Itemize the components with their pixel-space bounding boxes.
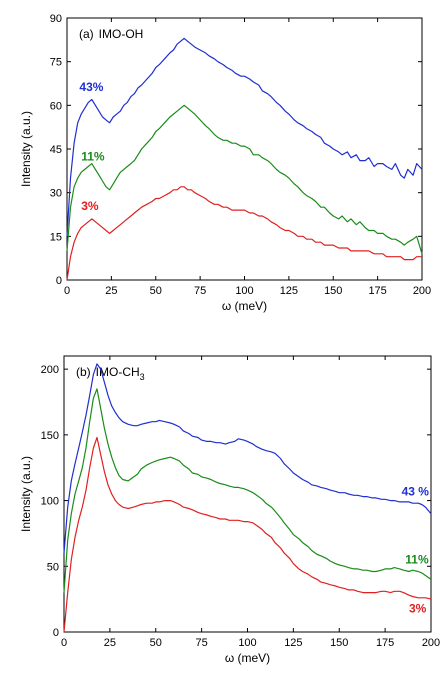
y-tick-label-0-6: 90 <box>50 13 62 25</box>
y-axis-label-1: Intensity (a.u.) <box>19 456 33 532</box>
series-label-1-1: 11% <box>405 553 429 567</box>
panel-title-0: (a) IMO-OH <box>79 27 143 41</box>
series-label-0-0: 43% <box>79 80 103 94</box>
series-line-1-2 <box>63 436 432 633</box>
series-label-1-0: 43 % <box>402 484 430 498</box>
panel-title-1: (b) IMO-CH3 <box>76 365 145 382</box>
y-tick-label-0-0: 0 <box>56 275 62 287</box>
series-label-0-1: 11% <box>81 150 105 164</box>
x-tick-label-0-5: 125 <box>280 285 298 297</box>
series-line-0-1 <box>66 104 423 254</box>
panel-name-subscript-1: 3 <box>140 372 145 382</box>
y-tick-label-0-3: 45 <box>50 144 62 156</box>
y-tick-label-0-2: 30 <box>50 188 62 200</box>
x-tick-label-1-6: 150 <box>330 637 348 649</box>
y-axis-label-0: Intensity (a.u.) <box>19 111 33 187</box>
y-tick-label-0-5: 75 <box>50 57 62 69</box>
y-tick-label-0-4: 60 <box>50 100 62 112</box>
series-line-0-2 <box>66 186 422 281</box>
x-tick-label-0-2: 50 <box>150 285 162 297</box>
series-label-1-2: 3% <box>409 601 427 615</box>
x-tick-label-0-7: 175 <box>368 285 386 297</box>
panel-name-0: IMO-OH <box>99 27 144 41</box>
plot-frame-0 <box>66 17 423 281</box>
panel-label-0: (a) <box>79 27 94 41</box>
x-tick-label-0-3: 75 <box>194 285 206 297</box>
y-tick-label-0-1: 15 <box>50 231 62 243</box>
x-tick-label-1-0: 0 <box>61 637 67 649</box>
x-tick-label-1-3: 75 <box>196 637 208 649</box>
series-line-0-0 <box>66 37 423 237</box>
x-tick-label-0-1: 25 <box>105 285 117 297</box>
series-line-1-1 <box>63 388 432 593</box>
x-axis-label-1: ω (meV) <box>225 651 270 665</box>
x-tick-label-0-4: 100 <box>235 285 253 297</box>
x-tick-label-0-6: 150 <box>324 285 342 297</box>
panel-label-1: (b) <box>76 365 91 379</box>
series-label-0-2: 3% <box>81 199 99 213</box>
x-tick-label-1-5: 125 <box>284 637 302 649</box>
plot-frame-1 <box>63 355 432 633</box>
panel-name-1: IMO-CH <box>96 365 140 379</box>
x-tick-label-1-1: 25 <box>104 637 116 649</box>
y-tick-label-1-2: 100 <box>41 496 59 508</box>
series-line-1-0 <box>63 363 432 554</box>
x-tick-label-0-8: 200 <box>413 285 431 297</box>
y-tick-label-1-3: 150 <box>41 430 59 442</box>
x-tick-label-1-4: 100 <box>238 637 256 649</box>
x-axis-label-0: ω (meV) <box>222 299 267 313</box>
y-tick-label-1-1: 50 <box>47 561 59 573</box>
y-tick-label-1-0: 0 <box>53 627 59 639</box>
x-tick-label-1-2: 50 <box>150 637 162 649</box>
x-tick-label-0-0: 0 <box>64 285 70 297</box>
x-tick-label-1-7: 175 <box>376 637 394 649</box>
y-tick-label-1-4: 200 <box>41 364 59 376</box>
x-tick-label-1-8: 200 <box>422 637 440 649</box>
